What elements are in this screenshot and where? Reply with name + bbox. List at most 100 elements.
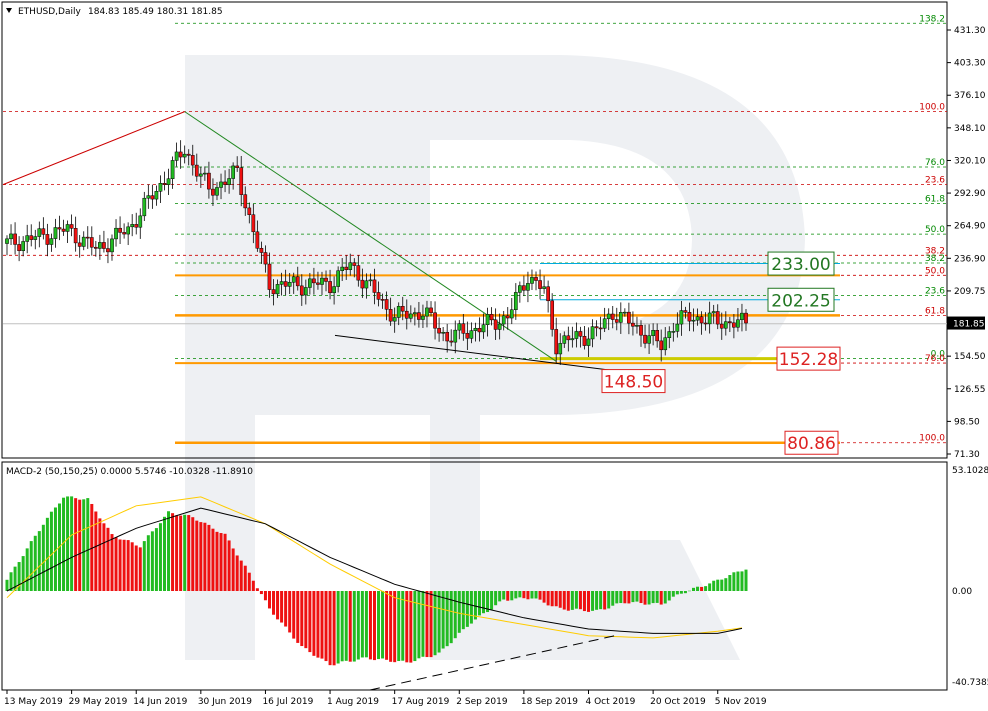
candle-body [445,332,450,342]
candle-body [449,340,454,343]
candle-body [308,278,312,288]
time-tick-label: 1 Aug 2019 [327,697,379,707]
macd-bar [340,591,344,662]
ohlc-label: 184.83 185.49 180.31 181.85 [88,7,223,17]
macd-bar [70,496,74,591]
macd-bar [639,591,643,604]
macd-bar [223,533,227,591]
candle-body [727,321,732,324]
candle-body [594,326,599,329]
fib-level-label: 61.8 [925,194,945,204]
candle-body [546,286,550,302]
candle-body [582,336,587,346]
macd-bar [631,591,635,603]
candle-body [279,281,284,285]
candle-body [481,324,486,333]
candle-body [578,331,583,337]
macd-bar [534,591,538,599]
candle-body [651,330,655,336]
fib-level-label: 76.0 [925,158,945,168]
macd-bar [647,591,651,605]
macd-bar [486,591,490,613]
candle-body [352,262,357,266]
candle-body [33,236,38,240]
candle-body [283,281,288,287]
candle-body [122,232,126,235]
macd-label: MACD-2 (50,150,25) 0.0000 5.5746 -10.032… [6,467,253,477]
macd-bar [187,515,191,591]
candle-body [364,280,369,289]
candle-body [263,252,268,265]
macd-bar [171,513,175,591]
macd-bar [453,591,457,639]
candle-body [639,325,643,336]
candle-body [509,309,514,319]
macd-bar [344,591,348,661]
candle-body [610,313,615,320]
candle-body [437,327,441,334]
candle-body [146,195,151,199]
macd-bar [469,591,473,624]
macd-bar [437,591,441,653]
fib-level-label: 23.6 [925,286,945,296]
macd-bar [247,572,251,591]
candle-body [618,312,623,323]
price-label-text: 202.25 [771,291,830,311]
macd-bar [13,566,17,591]
macd-bar [78,499,82,591]
macd-bar [696,586,700,591]
macd-bar [554,591,558,607]
candle-body [138,215,143,228]
candle-body [388,309,393,322]
macd-bar [320,591,324,659]
macd-trend-line [369,635,616,691]
price-label-box: 233.00 [767,251,835,276]
macd-bar [37,531,41,591]
macd-panel-frame [1,461,948,691]
time-tick-label: 29 May 2019 [69,697,128,707]
macd-bar [154,528,158,591]
candle-body [417,312,421,320]
candle-body [711,311,716,314]
macd-bar [623,591,627,604]
macd-bar [215,531,219,591]
candle-body [215,187,219,196]
macd-bar [627,591,631,604]
candle-body [513,292,518,310]
candle-body [271,289,276,295]
candle-body [675,323,680,332]
candle-body [715,311,720,325]
candle-body [154,191,159,200]
fib-level-label: 50.0 [925,266,945,276]
macd-bar [243,565,247,591]
candle-body [703,322,708,325]
macd-bar [199,522,203,591]
macd-bar [267,591,271,609]
macd-bar [619,591,623,604]
fib-level-label: 23.6 [925,176,945,186]
macd-bar [530,591,534,599]
macd-bar [671,591,675,597]
chevron-down-icon[interactable] [6,8,12,13]
candle-body [340,266,345,271]
macd-bar [207,524,211,591]
macd-bar [239,560,243,591]
time-tick-label: 14 Jun 2019 [133,697,187,707]
price-tick-label: 431.30 [954,26,986,36]
macd-bar [98,518,102,591]
macd-bar [62,497,66,591]
macd-bar [110,534,114,591]
candle-body [328,281,332,294]
macd-bar [90,503,94,591]
macd-bar [490,591,494,610]
macd-bar [114,537,118,591]
macd-bar [417,591,421,659]
macd-panel: 53.1028 0.00 -40.7385 MACD-2 (50,150,25) 0… [1,461,988,691]
candle-body [57,227,62,230]
macd-bar [425,591,429,658]
candle-body [392,317,397,322]
macd-bar [41,524,45,591]
macd-lines [6,496,743,691]
candle-body [275,284,280,295]
fib-level-label: 100.0 [919,434,945,444]
